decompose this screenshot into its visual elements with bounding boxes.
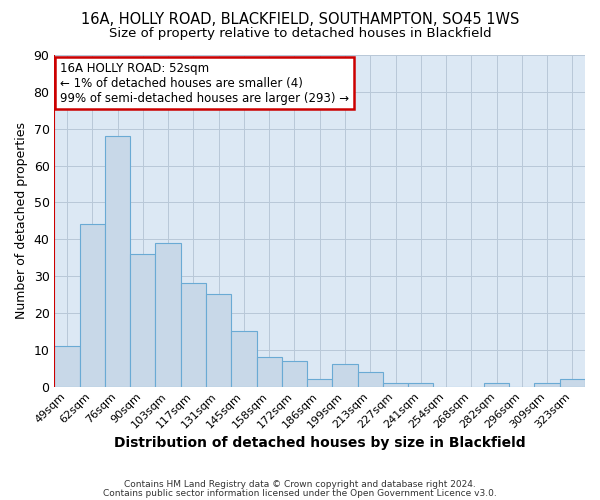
Y-axis label: Number of detached properties: Number of detached properties [15, 122, 28, 320]
Bar [383, 383, 408, 386]
Bar [80, 224, 105, 386]
Bar [307, 379, 332, 386]
Bar [282, 361, 307, 386]
Bar [332, 364, 358, 386]
Bar [181, 284, 206, 387]
Bar [55, 346, 80, 387]
Text: 16A, HOLLY ROAD, BLACKFIELD, SOUTHAMPTON, SO45 1WS: 16A, HOLLY ROAD, BLACKFIELD, SOUTHAMPTON… [81, 12, 519, 28]
Bar [358, 372, 383, 386]
X-axis label: Distribution of detached houses by size in Blackfield: Distribution of detached houses by size … [114, 436, 526, 450]
Bar [206, 294, 231, 386]
Bar [155, 243, 181, 386]
Bar [560, 379, 585, 386]
Bar [105, 136, 130, 386]
Bar [257, 357, 282, 386]
Text: Size of property relative to detached houses in Blackfield: Size of property relative to detached ho… [109, 28, 491, 40]
Bar [408, 383, 433, 386]
Bar [535, 383, 560, 386]
Bar [484, 383, 509, 386]
Bar [130, 254, 155, 386]
Text: Contains public sector information licensed under the Open Government Licence v3: Contains public sector information licen… [103, 488, 497, 498]
Text: Contains HM Land Registry data © Crown copyright and database right 2024.: Contains HM Land Registry data © Crown c… [124, 480, 476, 489]
Bar [231, 332, 257, 386]
Text: 16A HOLLY ROAD: 52sqm
← 1% of detached houses are smaller (4)
99% of semi-detach: 16A HOLLY ROAD: 52sqm ← 1% of detached h… [60, 62, 349, 104]
